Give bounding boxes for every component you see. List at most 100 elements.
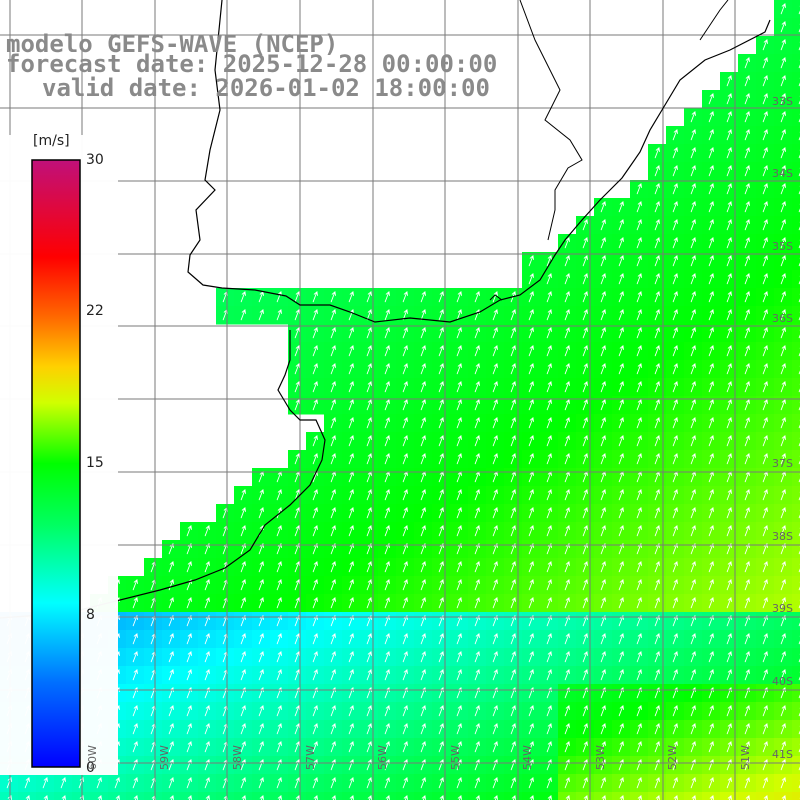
wind-arrow — [168, 614, 174, 627]
field-cell — [792, 144, 800, 163]
field-cell — [792, 630, 800, 649]
wind-arrow — [762, 524, 768, 537]
wind-arrow — [474, 560, 480, 573]
wind-arrow — [744, 596, 750, 609]
wind-arrow — [672, 416, 678, 429]
wind-arrow — [366, 614, 372, 627]
wind-arrow — [690, 776, 696, 789]
wind-arrow — [780, 614, 786, 627]
wind-arrow — [168, 632, 174, 645]
wind-arrow — [438, 578, 444, 591]
wind-arrow — [690, 326, 696, 339]
wind-arrow — [384, 596, 390, 609]
field-cell — [792, 36, 800, 55]
wind-arrow — [654, 506, 660, 519]
wind-arrow — [186, 614, 192, 627]
wind-arrow — [492, 434, 498, 447]
wind-arrow — [492, 776, 498, 789]
wind-arrow — [780, 506, 786, 519]
wind-arrow — [294, 578, 300, 591]
wind-arrow — [780, 146, 786, 159]
wind-arrow — [763, 794, 768, 800]
wind-arrow — [348, 776, 354, 789]
lon-label-55w: 55W — [449, 745, 462, 770]
wind-arrow — [726, 434, 732, 447]
wind-arrow — [492, 758, 498, 771]
wind-arrow — [528, 506, 534, 519]
wind-arrow — [384, 614, 390, 627]
wind-arrow — [330, 344, 336, 357]
wind-arrow — [96, 776, 102, 789]
wind-arrow — [618, 380, 624, 393]
wind-arrow — [420, 704, 426, 717]
wind-arrow — [672, 452, 678, 465]
wind-arrow — [600, 488, 606, 501]
wind-arrow — [780, 218, 786, 231]
wind-arrow — [384, 722, 390, 735]
wind-arrow — [708, 164, 714, 177]
wind-arrow — [546, 722, 552, 735]
wind-arrow — [672, 326, 678, 339]
wind-arrow — [546, 650, 552, 663]
wind-arrow — [312, 506, 318, 519]
wind-arrow — [582, 218, 588, 231]
wind-arrow — [708, 740, 714, 753]
wind-arrow — [438, 452, 444, 465]
wind-arrow — [474, 758, 480, 771]
wind-arrow — [672, 668, 678, 681]
wind-arrow — [744, 218, 750, 231]
field-cell — [126, 792, 145, 800]
wind-arrow — [690, 650, 696, 663]
wind-arrow — [258, 776, 264, 789]
wind-arrow — [762, 740, 768, 753]
wind-arrow — [330, 668, 336, 681]
wind-arrow — [420, 776, 426, 789]
wind-arrow — [546, 344, 552, 357]
wind-arrow — [510, 758, 516, 771]
wind-arrow — [618, 488, 624, 501]
wind-arrow — [672, 236, 678, 249]
wind-arrow — [366, 290, 372, 303]
wind-arrow — [474, 614, 480, 627]
wind-arrow — [510, 776, 516, 789]
wind-arrow — [618, 308, 624, 321]
wind-arrow — [456, 524, 462, 537]
wind-arrow — [672, 614, 678, 627]
wind-arrow — [726, 290, 732, 303]
wind-arrow — [294, 560, 300, 573]
wind-arrow — [240, 668, 246, 681]
wind-arrow — [600, 758, 606, 771]
wind-arrow — [762, 146, 768, 159]
wind-arrow — [618, 326, 624, 339]
wind-arrow — [546, 560, 552, 573]
wind-arrow — [654, 488, 660, 501]
wind-arrow — [474, 542, 480, 555]
wind-arrow — [708, 218, 714, 231]
field-cell — [108, 792, 127, 800]
wind-arrow — [726, 398, 732, 411]
wind-arrow — [726, 326, 732, 339]
field-cell — [792, 252, 800, 271]
field-cell — [288, 792, 307, 800]
wind-arrow — [762, 758, 768, 771]
wind-arrow — [690, 164, 696, 177]
wind-arrow — [456, 362, 462, 375]
wind-arrow — [510, 326, 516, 339]
wind-arrow — [492, 614, 498, 627]
field-cell — [792, 306, 800, 325]
wind-arrow — [564, 632, 570, 645]
wind-arrow — [726, 92, 732, 105]
wind-arrow — [600, 596, 606, 609]
wind-arrow — [726, 650, 732, 663]
wind-arrow — [384, 398, 390, 411]
wind-arrow — [312, 758, 318, 771]
wind-arrow — [690, 254, 696, 267]
field-cell — [648, 792, 667, 800]
wind-arrow — [528, 704, 534, 717]
wind-arrow — [546, 578, 552, 591]
wind-arrow — [618, 650, 624, 663]
wind-arrow — [762, 506, 768, 519]
wind-arrow — [762, 272, 768, 285]
wind-arrow — [348, 362, 354, 375]
wind-arrow — [564, 434, 570, 447]
